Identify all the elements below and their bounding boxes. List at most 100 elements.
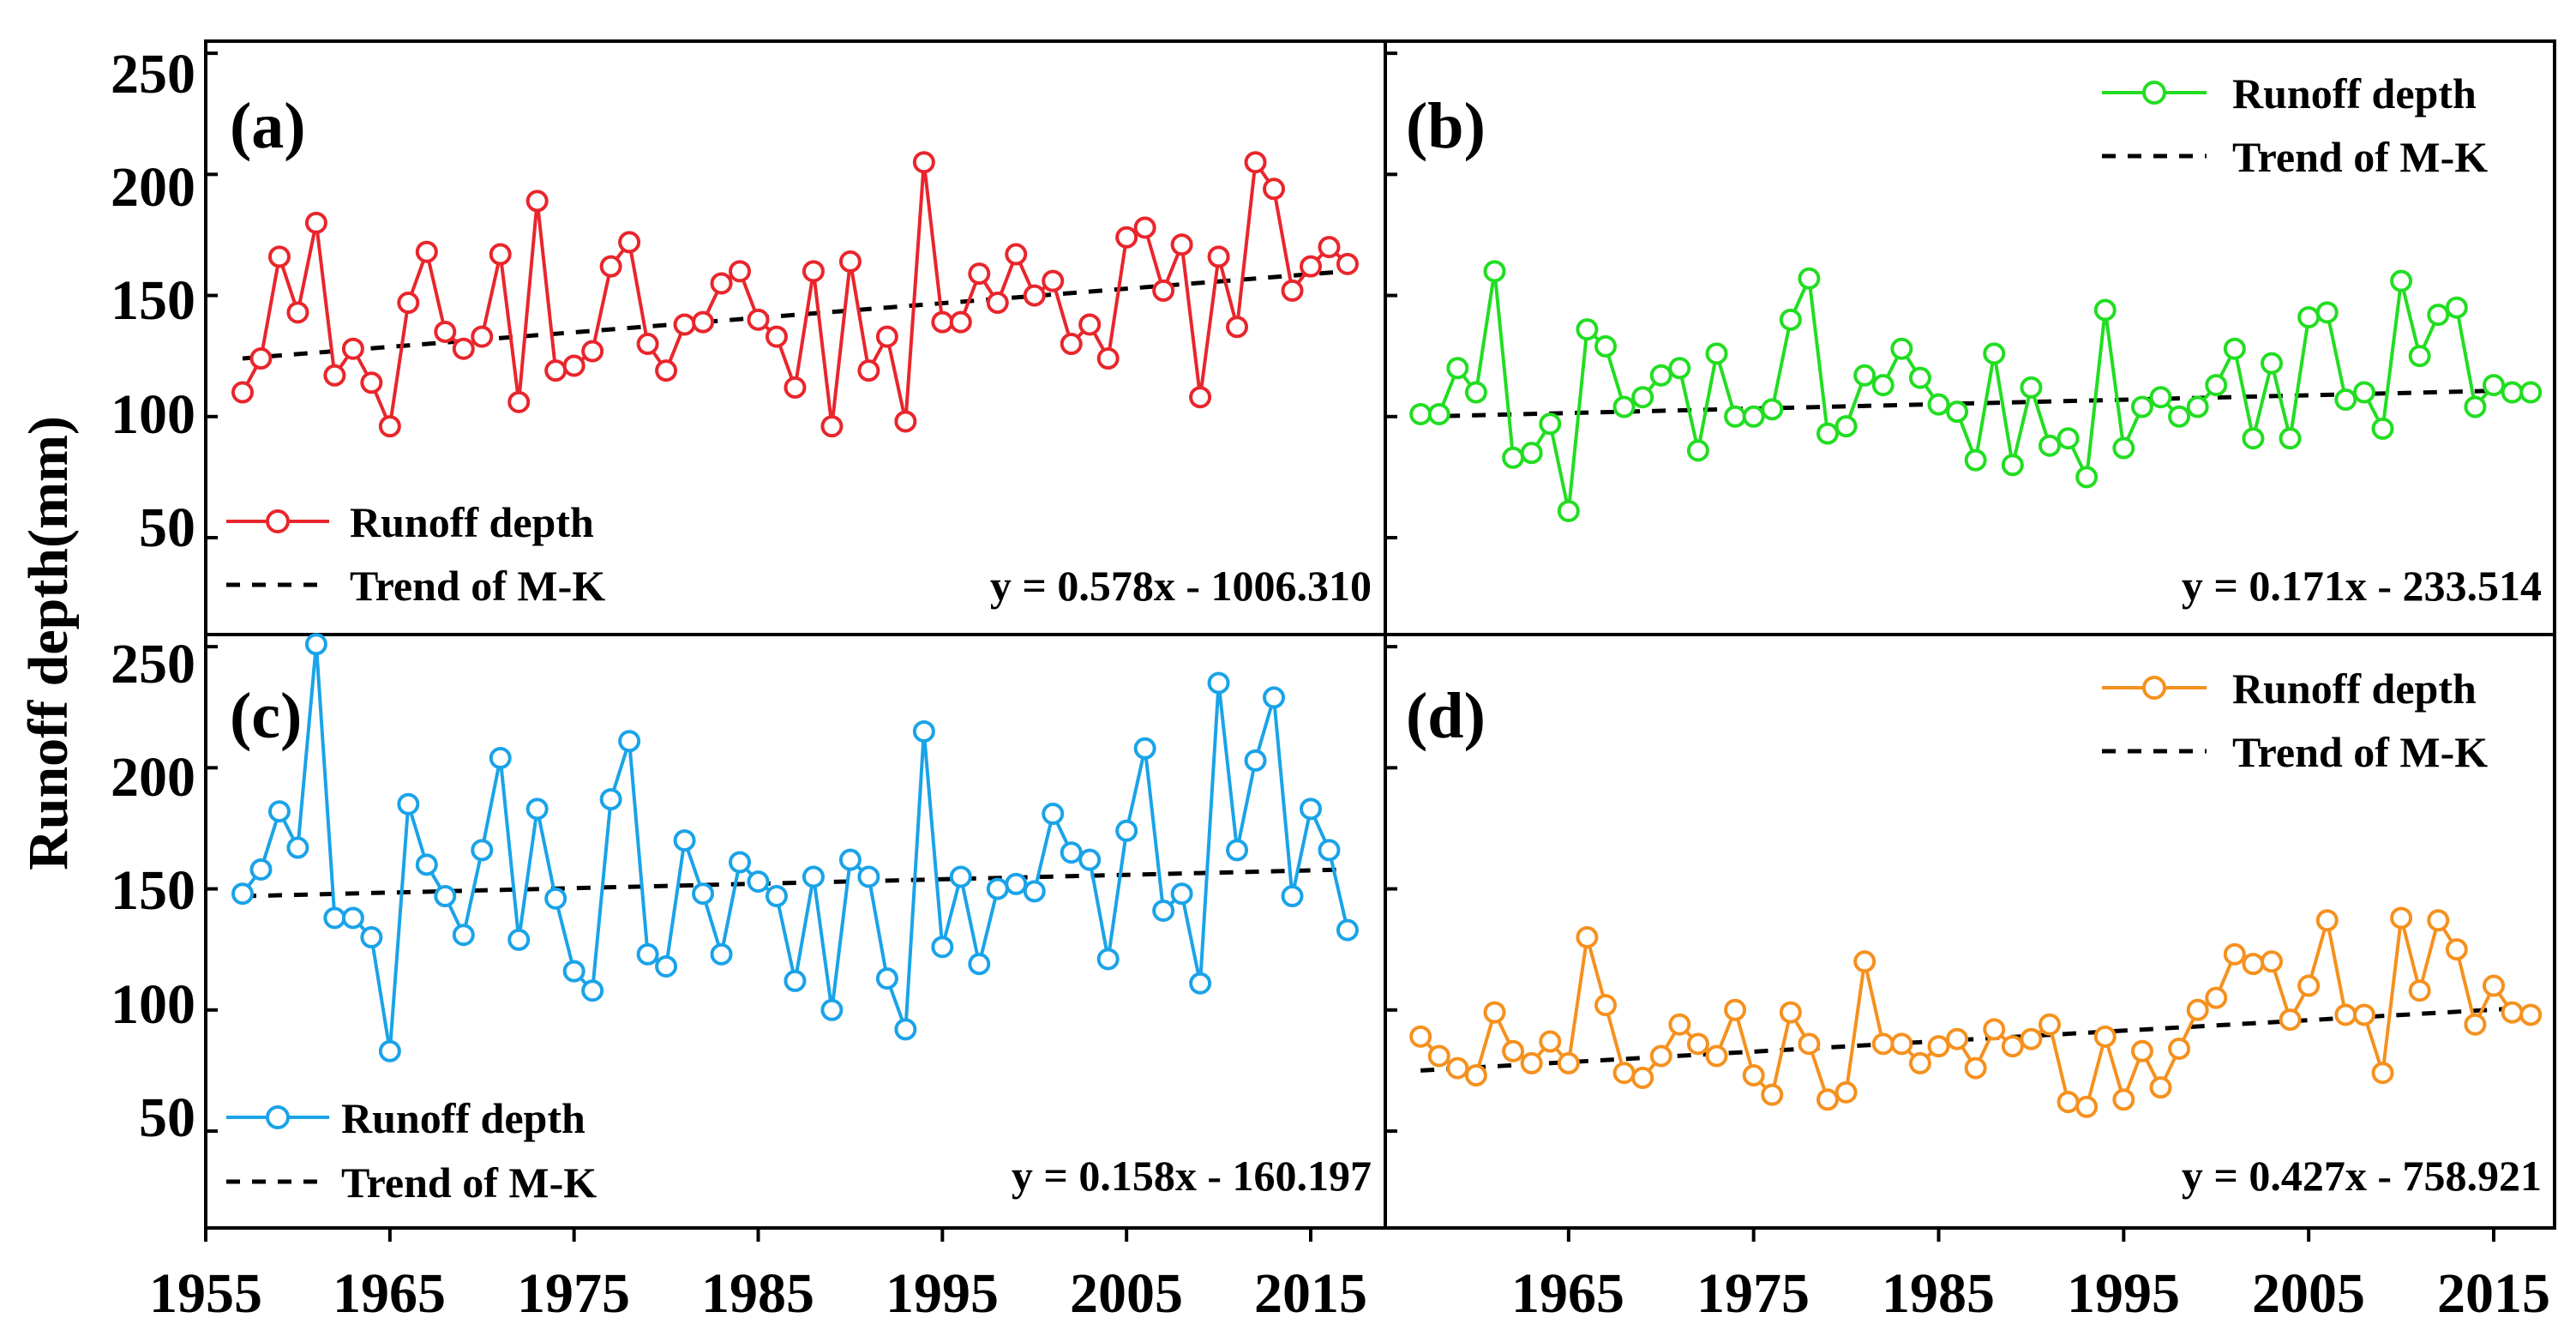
data-point <box>1502 1039 1525 1062</box>
x-tick-label: 1955 <box>149 1262 262 1325</box>
data-point <box>1427 1044 1450 1068</box>
data-point <box>894 410 917 433</box>
data-point <box>1078 848 1102 871</box>
data-point <box>1023 284 1046 307</box>
data-point <box>2464 1013 2487 1036</box>
data-point <box>1816 1088 1839 1111</box>
plot-frame <box>1384 633 2556 1230</box>
data-point <box>1336 252 1359 275</box>
data-point <box>2315 909 2339 932</box>
data-point <box>507 928 531 951</box>
data-point <box>1226 316 1249 339</box>
data-point <box>875 967 898 990</box>
data-point <box>2168 1037 2191 1060</box>
data-point <box>857 359 880 382</box>
data-point <box>968 953 991 976</box>
data-point <box>747 870 770 894</box>
data-point <box>1927 393 1950 416</box>
data-point <box>2112 1088 2135 1111</box>
data-point <box>1890 1032 1913 1056</box>
data-point <box>1742 1064 1765 1087</box>
data-point <box>2334 388 2357 412</box>
panel-a <box>204 39 1387 636</box>
data-point <box>249 347 273 370</box>
data-point <box>286 301 309 324</box>
data-point <box>1576 926 1599 949</box>
data-point <box>1446 357 1469 380</box>
data-point <box>1281 885 1304 908</box>
data-point <box>1761 398 1784 421</box>
panel-c-legend: Runoff depth Trend of M-K <box>226 1094 597 1207</box>
data-point <box>415 853 438 876</box>
data-point <box>1318 839 1341 862</box>
data-point <box>2093 1025 2117 1048</box>
data-point <box>471 325 494 348</box>
data-point <box>912 151 935 174</box>
data-point <box>692 310 715 334</box>
x-tick-label: 2015 <box>2437 1262 2550 1325</box>
data-point <box>397 292 420 315</box>
data-point <box>2205 986 2228 1009</box>
data-point <box>1983 1018 2006 1041</box>
data-point <box>415 240 438 263</box>
data-point <box>1668 357 1691 380</box>
data-point <box>729 851 752 874</box>
y-tick-label: 200 <box>111 156 195 219</box>
y-tick-label: 50 <box>139 496 195 559</box>
panel-a-equation: y = 0.578x - 1006.310 <box>990 562 1372 610</box>
data-point <box>2483 974 2505 997</box>
data-point <box>820 998 844 1021</box>
data-point <box>2445 938 2468 961</box>
data-point <box>2057 1091 2080 1114</box>
data-point <box>1853 364 1876 387</box>
data-point <box>765 325 788 348</box>
data-point <box>1761 1083 1784 1106</box>
panel-d <box>1384 633 2556 1242</box>
data-point <box>673 313 696 336</box>
data-point <box>2020 376 2043 399</box>
y-tick-labels-bottom: 250 200 150 100 50 <box>111 633 195 1149</box>
data-point <box>1668 1013 1691 1036</box>
data-point <box>286 836 309 859</box>
data-point <box>1557 1051 1580 1074</box>
data-point <box>1705 342 1728 365</box>
y-tick-label: 250 <box>111 633 195 695</box>
x-tick-label: 1975 <box>1696 1262 1810 1325</box>
panel-d-legend-trend: Trend of M-K <box>2232 728 2488 776</box>
data-point <box>1189 386 1212 409</box>
data-point <box>397 792 420 815</box>
data-point <box>1189 972 1212 995</box>
data-point <box>636 333 659 356</box>
panel-c-title: (c) <box>230 680 302 752</box>
data-point <box>1908 1051 1931 1074</box>
data-point <box>378 415 401 438</box>
data-point <box>655 954 678 978</box>
data-point <box>2075 466 2099 489</box>
x-tick-labels-right: 1965 1975 1985 1995 2005 2015 <box>1511 1262 2550 1325</box>
data-point <box>1520 442 1543 465</box>
data-point <box>1927 1035 1950 1058</box>
data-point <box>2445 296 2468 319</box>
data-point <box>231 882 254 906</box>
data-point <box>434 320 457 343</box>
panel-c-equation: y = 0.158x - 160.197 <box>1012 1152 1372 1200</box>
data-point <box>1078 313 1102 336</box>
data-point <box>341 906 364 930</box>
data-point <box>378 1039 401 1062</box>
data-point <box>267 800 291 823</box>
data-point <box>2149 1076 2172 1099</box>
data-point <box>949 310 972 334</box>
x-tick-label: 2015 <box>1254 1262 1367 1325</box>
trend-line <box>1420 388 2531 419</box>
data-point <box>1170 882 1193 906</box>
panel-a-legend-trend: Trend of M-K <box>350 562 605 610</box>
data-point <box>875 325 898 348</box>
data-point <box>2408 345 2431 368</box>
data-point <box>1964 448 1987 472</box>
data-point <box>1890 337 1913 360</box>
data-point <box>2261 352 2283 375</box>
data-point <box>2075 1095 2099 1118</box>
x-tick-label: 1965 <box>333 1262 446 1325</box>
panel-c <box>204 633 1387 1242</box>
panel-a-title: (a) <box>230 90 306 162</box>
